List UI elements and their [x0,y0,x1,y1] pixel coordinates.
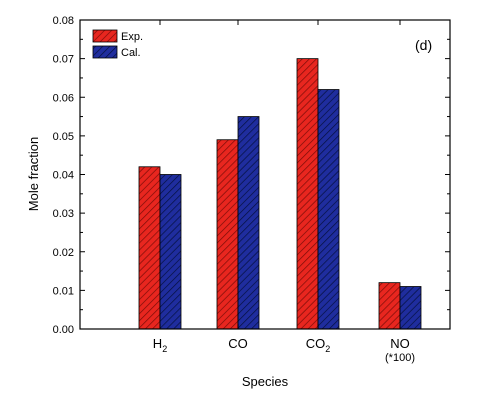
bar-exp-0 [138,166,161,330]
bar-exp-3 [378,282,401,330]
x-category-label: H2 [153,336,167,354]
legend-label-exp: Exp. [121,31,143,43]
y-tick-label: 0.00 [53,324,74,336]
y-tick-label: 0.07 [53,54,74,66]
y-tick-label: 0.08 [53,15,74,27]
y-axis-title: Mole fraction [26,137,41,211]
x-category-label: CO [228,336,248,351]
x-category-label: CO2 [306,336,331,354]
bar-cal-0 [159,174,182,330]
legend-swatch-cal [92,45,118,59]
bars-group [138,58,422,330]
x-axis-title: Species [242,374,289,389]
y-tick-label: 0.05 [53,131,74,143]
y-tick-label: 0.01 [53,285,74,297]
bar-cal-2 [317,89,340,330]
ticks-group [80,19,450,330]
y-tick-labels: 0.00 0.01 0.02 0.03 0.04 0.05 0.06 0.07 0.08 [53,15,74,336]
x-category-sublabel: (*100) [385,352,415,364]
bar-exp-2 [296,58,319,330]
panel-label: (d) [415,37,432,53]
legend: Exp. Cal. [92,29,143,59]
y-tick-label: 0.03 [53,208,74,220]
y-tick-label: 0.06 [53,92,74,104]
x-category-labels: H2 CO CO2 NO(*100) [153,336,415,364]
y-tick-label: 0.02 [53,247,74,259]
legend-swatch-exp [92,29,118,43]
bar-cal-3 [399,286,422,330]
bar-cal-1 [237,116,260,330]
legend-label-cal: Cal. [121,47,141,59]
y-tick-label: 0.04 [53,170,74,182]
x-category-label: NO [390,336,410,351]
bar-exp-1 [216,139,239,330]
